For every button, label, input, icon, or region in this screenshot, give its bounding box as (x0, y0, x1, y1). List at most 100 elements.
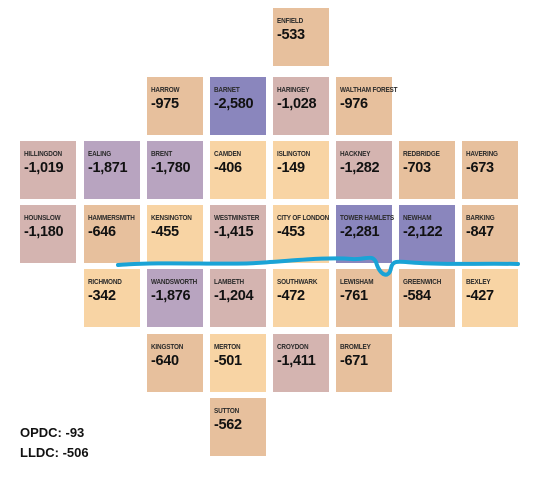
borough-value: -703 (403, 160, 431, 176)
tile-harrow: HARROW -975 (147, 77, 203, 135)
tile-camden: CAMDEN -406 (210, 141, 266, 199)
tile-hounslow: HOUNSLOW -1,180 (20, 205, 76, 263)
tile-hammersmith: HAMMERSMITH -646 (84, 205, 140, 263)
borough-value: -584 (403, 288, 431, 304)
tile-city-of-london: CITY OF LONDON -453 (273, 205, 329, 263)
borough-name: SOUTHWARK (277, 277, 318, 286)
tile-islington: ISLINGTON -149 (273, 141, 329, 199)
borough-name: WALTHAM FOREST (340, 85, 398, 94)
borough-name: CAMDEN (214, 149, 241, 158)
tile-croydon: CROYDON -1,411 (273, 334, 329, 392)
borough-value: -501 (214, 353, 242, 369)
borough-name: BRENT (151, 149, 173, 158)
borough-value: -640 (151, 353, 179, 369)
borough-name: CROYDON (277, 342, 309, 351)
borough-value: -1,871 (88, 160, 128, 176)
borough-name: KENSINGTON (151, 213, 192, 222)
borough-value: -1,411 (277, 353, 316, 369)
tile-westminster: WESTMINSTER -1,415 (210, 205, 266, 263)
borough-name: TOWER HAMLETS (340, 213, 394, 222)
borough-name: CITY OF LONDON (277, 213, 330, 222)
tile-barnet: BARNET -2,580 (210, 77, 266, 135)
tile-havering: HAVERING -673 (462, 141, 518, 199)
borough-value: -2,281 (340, 224, 380, 240)
borough-value: -671 (340, 353, 368, 369)
borough-value: -1,780 (151, 160, 191, 176)
borough-name: BARKING (466, 213, 495, 222)
borough-value: -1,876 (151, 288, 191, 304)
borough-name: KINGSTON (151, 342, 184, 351)
tile-sutton: SUTTON -562 (210, 398, 266, 456)
borough-value: -1,282 (340, 160, 380, 176)
tile-lewisham: LEWISHAM -761 (336, 269, 392, 327)
tile-wandsworth: WANDSWORTH -1,876 (147, 269, 203, 327)
borough-value: -533 (277, 27, 305, 43)
borough-name: MERTON (214, 342, 241, 351)
tile-hackney: HACKNEY -1,282 (336, 141, 392, 199)
tile-lambeth: LAMBETH -1,204 (210, 269, 266, 327)
tile-brent: BRENT -1,780 (147, 141, 203, 199)
borough-name: HOUNSLOW (24, 213, 61, 222)
borough-name: WANDSWORTH (151, 277, 198, 286)
borough-name: HAVERING (466, 149, 498, 158)
borough-name: SUTTON (214, 406, 240, 415)
borough-name: REDBRIDGE (403, 149, 440, 158)
borough-name: GREENWICH (403, 277, 442, 286)
tile-richmond: RICHMOND -342 (84, 269, 140, 327)
borough-name: EALING (88, 149, 112, 158)
borough-name: HILLINGDON (24, 149, 62, 158)
borough-value: -453 (277, 224, 305, 240)
borough-value: -761 (340, 288, 368, 304)
borough-value: -342 (88, 288, 116, 304)
borough-value: -472 (277, 288, 305, 304)
borough-value: -562 (214, 417, 242, 433)
borough-value: -1,180 (24, 224, 64, 240)
borough-name: ENFIELD (277, 16, 304, 25)
tile-greenwich: GREENWICH -584 (399, 269, 455, 327)
borough-value: -427 (466, 288, 494, 304)
tile-waltham-forest: WALTHAM FOREST -976 (336, 77, 398, 135)
borough-value: -646 (88, 224, 116, 240)
tile-hillingdon: HILLINGDON -1,019 (20, 141, 76, 199)
borough-name: LAMBETH (214, 277, 244, 286)
borough-name: NEWHAM (403, 213, 432, 222)
tile-enfield: ENFIELD -533 (273, 8, 329, 66)
borough-value: -976 (340, 96, 368, 112)
tile-redbridge: REDBRIDGE -703 (399, 141, 455, 199)
borough-value: -1,415 (214, 224, 254, 240)
borough-name: LEWISHAM (340, 277, 374, 286)
borough-name: HACKNEY (340, 149, 371, 158)
borough-name: BARNET (214, 85, 240, 94)
legend-opdc: OPDC: -93 (20, 425, 85, 440)
borough-name: BROMLEY (340, 342, 371, 351)
borough-name: RICHMOND (88, 277, 122, 286)
borough-name: WESTMINSTER (214, 213, 260, 222)
borough-value: -975 (151, 96, 179, 112)
tile-haringey: HARINGEY -1,028 (273, 77, 329, 135)
tile-bexley: BEXLEY -427 (462, 269, 518, 327)
tile-merton: MERTON -501 (210, 334, 266, 392)
legend-lldc: LLDC: -506 (20, 445, 89, 460)
borough-value: -406 (214, 160, 242, 176)
borough-value: -673 (466, 160, 494, 176)
borough-value: -2,580 (214, 96, 254, 112)
borough-value: -847 (466, 224, 494, 240)
borough-name: ISLINGTON (277, 149, 311, 158)
tile-kingston: KINGSTON -640 (147, 334, 203, 392)
tile-tower-hamlets: TOWER HAMLETS -2,281 (336, 205, 394, 263)
borough-name: HARROW (151, 85, 180, 94)
borough-name: HAMMERSMITH (88, 213, 135, 222)
borough-value: -455 (151, 224, 179, 240)
tile-barking: BARKING -847 (462, 205, 518, 263)
tile-southwark: SOUTHWARK -472 (273, 269, 329, 327)
tile-kensington: KENSINGTON -455 (147, 205, 203, 263)
tile-ealing: EALING -1,871 (84, 141, 140, 199)
tile-newham: NEWHAM -2,122 (399, 205, 455, 263)
borough-value: -149 (277, 160, 305, 176)
borough-value: -1,019 (24, 160, 64, 176)
borough-value: -1,204 (214, 288, 254, 304)
borough-value: -1,028 (277, 96, 317, 112)
tile-bromley: BROMLEY -671 (336, 334, 392, 392)
legend: OPDC: -93 LLDC: -506 (20, 423, 89, 463)
